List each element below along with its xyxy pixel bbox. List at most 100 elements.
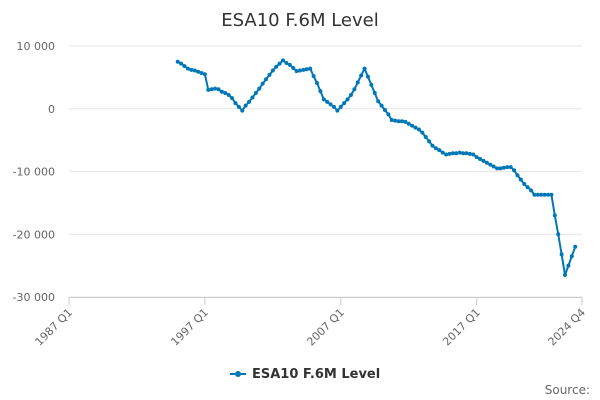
data-point[interactable] bbox=[355, 80, 360, 85]
data-point[interactable] bbox=[284, 60, 289, 65]
data-point[interactable] bbox=[348, 92, 353, 97]
data-point[interactable] bbox=[315, 81, 320, 86]
data-point[interactable] bbox=[457, 150, 462, 155]
data-point[interactable] bbox=[410, 123, 415, 128]
data-point[interactable] bbox=[535, 192, 540, 197]
data-point[interactable] bbox=[206, 87, 211, 92]
data-point[interactable] bbox=[301, 67, 306, 72]
data-point[interactable] bbox=[325, 99, 330, 104]
data-point[interactable] bbox=[447, 151, 452, 156]
data-point[interactable] bbox=[437, 148, 442, 153]
data-point[interactable] bbox=[328, 102, 333, 107]
data-point[interactable] bbox=[287, 62, 292, 67]
data-point[interactable] bbox=[569, 254, 574, 259]
data-point[interactable] bbox=[508, 165, 513, 170]
data-point[interactable] bbox=[209, 87, 214, 92]
data-point[interactable] bbox=[491, 164, 496, 169]
data-point[interactable] bbox=[498, 166, 503, 171]
data-point[interactable] bbox=[433, 146, 438, 151]
data-point[interactable] bbox=[406, 121, 411, 126]
data-point[interactable] bbox=[488, 162, 493, 167]
data-point[interactable] bbox=[247, 99, 252, 104]
data-point[interactable] bbox=[478, 156, 483, 161]
data-point[interactable] bbox=[430, 143, 435, 148]
data-point[interactable] bbox=[522, 182, 527, 187]
data-point[interactable] bbox=[549, 192, 554, 197]
data-point[interactable] bbox=[552, 213, 557, 218]
data-point[interactable] bbox=[331, 104, 336, 109]
data-point[interactable] bbox=[240, 108, 245, 113]
data-point[interactable] bbox=[216, 87, 221, 92]
data-point[interactable] bbox=[563, 273, 568, 278]
data-point[interactable] bbox=[474, 155, 479, 160]
data-point[interactable] bbox=[481, 158, 486, 163]
data-point[interactable] bbox=[525, 185, 530, 190]
data-point[interactable] bbox=[338, 104, 343, 109]
data-point[interactable] bbox=[321, 97, 326, 102]
data-point[interactable] bbox=[175, 59, 180, 64]
data-point[interactable] bbox=[277, 61, 282, 66]
data-point[interactable] bbox=[382, 108, 387, 112]
data-point[interactable] bbox=[512, 168, 517, 173]
data-point[interactable] bbox=[281, 58, 286, 63]
data-point[interactable] bbox=[189, 67, 194, 72]
data-point[interactable] bbox=[267, 72, 272, 77]
data-point[interactable] bbox=[518, 177, 523, 182]
data-point[interactable] bbox=[529, 188, 534, 193]
data-point[interactable] bbox=[243, 103, 248, 108]
data-point[interactable] bbox=[179, 61, 184, 66]
data-point[interactable] bbox=[352, 87, 357, 92]
data-point[interactable] bbox=[556, 232, 561, 237]
data-point[interactable] bbox=[291, 65, 296, 70]
data-point[interactable] bbox=[270, 68, 275, 73]
data-point[interactable] bbox=[450, 151, 455, 156]
data-point[interactable] bbox=[505, 165, 510, 170]
legend[interactable]: ESA10 F.6M Level bbox=[230, 367, 380, 382]
data-point[interactable] bbox=[399, 119, 404, 124]
data-point[interactable] bbox=[199, 70, 204, 75]
data-point[interactable] bbox=[566, 263, 571, 268]
legend-item-label[interactable]: ESA10 F.6M Level bbox=[252, 367, 380, 382]
data-point[interactable] bbox=[257, 86, 262, 91]
data-point[interactable] bbox=[185, 66, 190, 71]
data-point[interactable] bbox=[294, 69, 299, 74]
data-point[interactable] bbox=[532, 192, 537, 197]
data-point[interactable] bbox=[233, 101, 238, 106]
data-point[interactable] bbox=[253, 91, 258, 96]
data-point[interactable] bbox=[311, 74, 316, 79]
data-point[interactable] bbox=[379, 103, 384, 108]
data-point[interactable] bbox=[461, 151, 466, 156]
data-point[interactable] bbox=[467, 151, 472, 156]
data-point[interactable] bbox=[495, 166, 500, 171]
data-point[interactable] bbox=[304, 67, 309, 72]
data-point[interactable] bbox=[223, 91, 228, 96]
data-point[interactable] bbox=[542, 192, 547, 197]
data-point[interactable] bbox=[386, 112, 391, 117]
data-point[interactable] bbox=[335, 108, 340, 113]
data-point[interactable] bbox=[420, 130, 425, 135]
data-point[interactable] bbox=[230, 96, 235, 101]
data-point[interactable] bbox=[484, 160, 489, 165]
data-point[interactable] bbox=[219, 89, 224, 94]
data-point[interactable] bbox=[403, 119, 408, 124]
data-point[interactable] bbox=[372, 91, 377, 96]
data-point[interactable] bbox=[389, 118, 394, 123]
data-point[interactable] bbox=[274, 64, 279, 69]
data-point[interactable] bbox=[192, 68, 197, 73]
data-point[interactable] bbox=[345, 97, 350, 102]
data-point[interactable] bbox=[213, 86, 218, 91]
data-point[interactable] bbox=[196, 69, 201, 74]
data-point[interactable] bbox=[264, 77, 269, 82]
data-point[interactable] bbox=[365, 74, 370, 79]
data-point[interactable] bbox=[298, 68, 303, 73]
data-point[interactable] bbox=[369, 82, 374, 87]
data-point[interactable] bbox=[573, 244, 578, 249]
data-point[interactable] bbox=[413, 125, 418, 130]
data-point[interactable] bbox=[559, 252, 564, 257]
data-point[interactable] bbox=[546, 192, 551, 197]
data-point[interactable] bbox=[444, 152, 449, 157]
data-point[interactable] bbox=[440, 150, 445, 155]
data-point[interactable] bbox=[501, 165, 506, 170]
data-point[interactable] bbox=[416, 127, 421, 132]
data-point[interactable] bbox=[423, 134, 428, 139]
